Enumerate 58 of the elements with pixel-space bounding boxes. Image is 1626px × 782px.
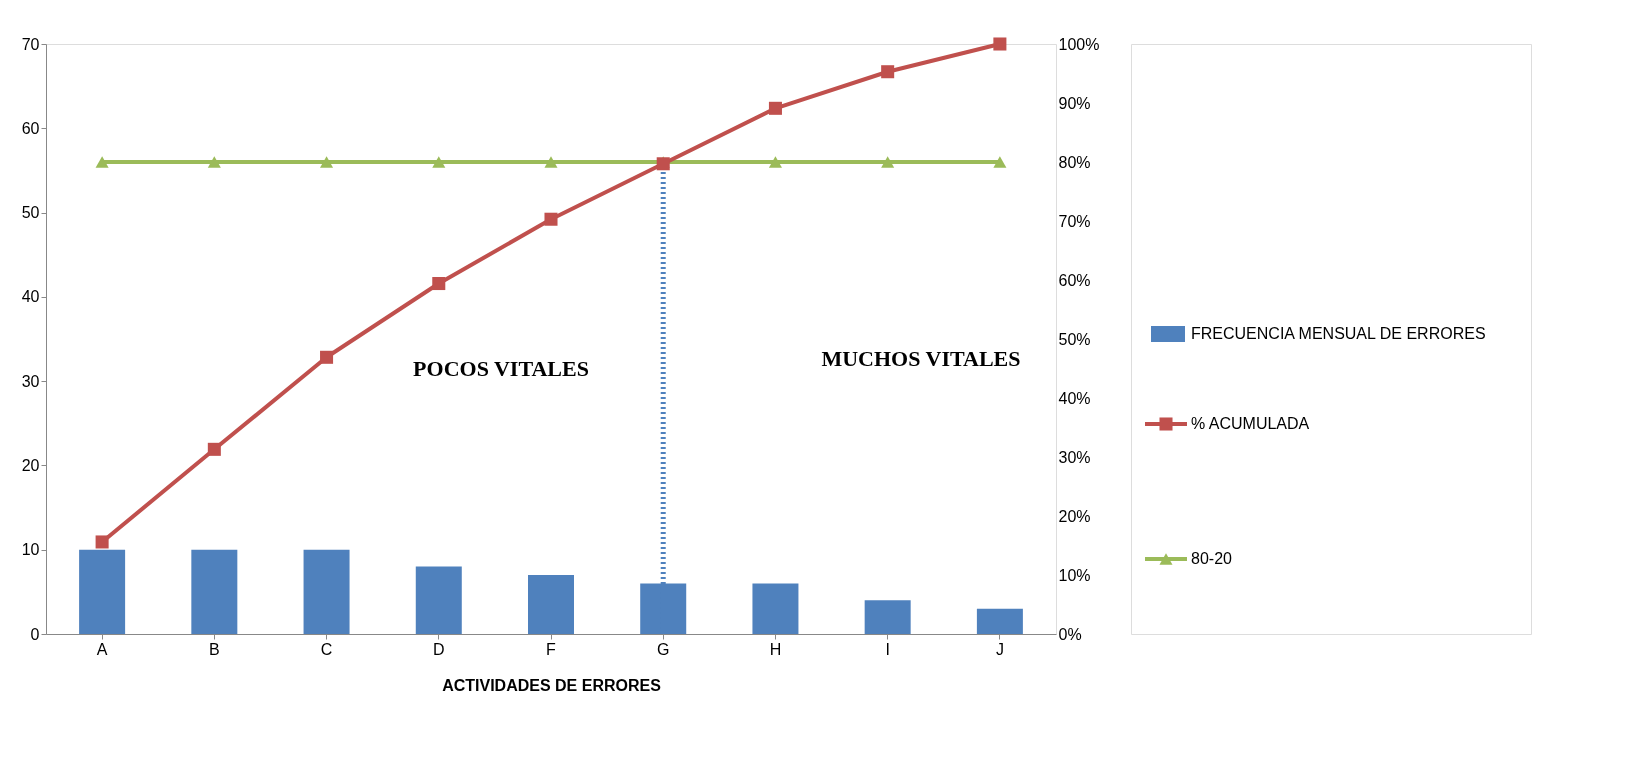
x-tick-label: F (546, 640, 557, 658)
point (320, 350, 334, 364)
point (95, 156, 109, 168)
point (432, 277, 446, 291)
point (881, 156, 895, 168)
bar (415, 566, 462, 634)
point (544, 212, 558, 226)
y-tick-label: 20 (21, 456, 40, 474)
y2-tick-label: 70% (1058, 212, 1091, 230)
x-tick-label: C (320, 640, 333, 658)
point (207, 156, 221, 168)
legend-label: 80-20 (1191, 550, 1233, 567)
point (320, 156, 334, 168)
y2-tick-label: 40% (1058, 389, 1091, 407)
bar (79, 549, 126, 634)
y2-tick-label: 30% (1058, 448, 1091, 466)
point (95, 535, 109, 549)
y2-tick-label: 60% (1058, 271, 1091, 289)
bar (303, 549, 350, 634)
point (432, 156, 446, 168)
y-tick-label: 50 (21, 204, 40, 222)
x-tick-label: I (885, 640, 890, 658)
x-tick-label: B (209, 640, 220, 658)
y2-tick-label: 10% (1058, 566, 1091, 584)
x-tick-label: H (769, 640, 782, 658)
legend-label: FRECUENCIA MENSUAL DE ERRORES (1191, 325, 1486, 342)
y-tick-label: 30 (21, 372, 40, 390)
bar (752, 583, 799, 634)
point (207, 442, 221, 456)
point (768, 156, 782, 168)
x-tick-label: G (657, 640, 670, 658)
bar (864, 600, 911, 634)
point (768, 101, 782, 115)
annotation: MUCHOS VITALES (821, 346, 1021, 371)
legend-label: % ACUMULADA (1191, 415, 1310, 432)
y-tick-label: 60 (21, 119, 40, 137)
y2-tick-label: 0% (1058, 625, 1082, 643)
y2-tick-label: 100% (1058, 35, 1100, 53)
x-tick-label: A (96, 640, 108, 658)
x-tick-label: D (433, 640, 445, 658)
bar (976, 608, 1023, 634)
point (993, 156, 1007, 168)
y2-tick-label: 50% (1058, 330, 1091, 348)
bar (528, 575, 574, 634)
y-tick-label: 10 (21, 541, 40, 559)
y-tick-label: 70 (21, 35, 40, 53)
x-axis-title: ACTIVIDADES DE ERRORES (442, 676, 662, 694)
bar (191, 549, 238, 634)
y-tick-label: 40 (21, 288, 40, 306)
y-tick-label: 0 (30, 625, 40, 643)
y2-tick-label: 20% (1058, 507, 1091, 525)
y2-tick-label: 90% (1058, 94, 1091, 112)
x-tick-label: J (995, 640, 1004, 658)
y2-tick-label: 80% (1058, 153, 1091, 171)
point (544, 156, 558, 168)
point (881, 65, 895, 79)
point (993, 37, 1007, 51)
annotation: POCOS VITALES (413, 356, 589, 381)
